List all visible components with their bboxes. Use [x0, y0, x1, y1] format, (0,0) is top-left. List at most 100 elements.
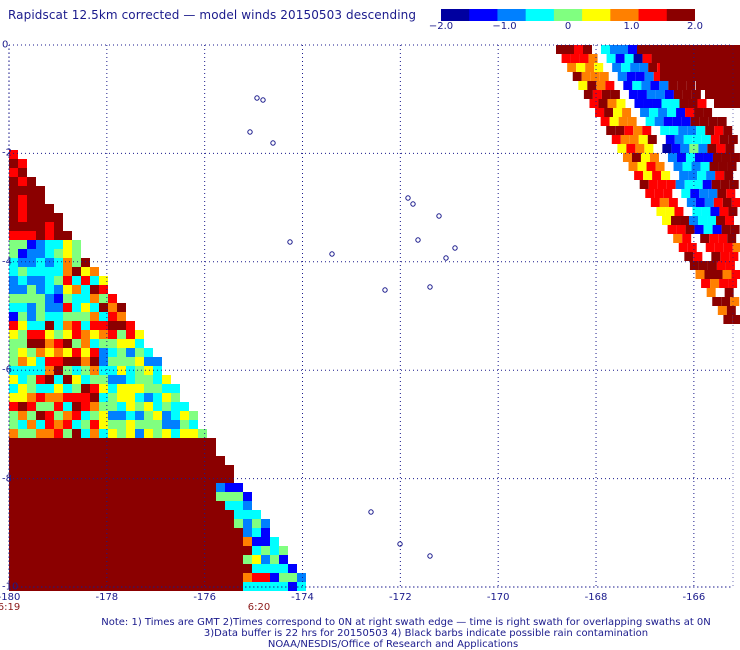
swath-cell — [682, 90, 692, 99]
swath-cell — [583, 90, 593, 99]
swath-cell — [153, 375, 162, 384]
swath-cell — [595, 108, 605, 117]
swath-cell — [599, 72, 609, 81]
swath-cell — [18, 231, 27, 240]
swath-cell — [45, 303, 54, 312]
swath-cell — [730, 297, 740, 306]
swath-cell — [18, 456, 27, 465]
swath-cell — [18, 555, 27, 564]
swath-cell — [671, 216, 681, 225]
swath-cell — [9, 240, 18, 249]
swath-cell — [63, 456, 72, 465]
swath-cell — [216, 546, 225, 555]
swath-cell — [54, 267, 63, 276]
swath-cell — [678, 45, 687, 54]
swath-cell — [732, 45, 740, 54]
swath-cell — [63, 321, 72, 330]
swath-cell — [261, 555, 270, 564]
swath-cell — [72, 582, 81, 591]
swath-cell — [144, 564, 153, 573]
swath-cell — [81, 411, 90, 420]
swath-cell — [135, 384, 144, 393]
swath-cell — [162, 447, 171, 456]
swath-cell — [18, 483, 27, 492]
swath-cell — [162, 582, 171, 591]
swath-cell — [72, 546, 81, 555]
swath-cell — [678, 72, 687, 81]
swath-cell — [728, 207, 738, 216]
swath-cell — [705, 54, 714, 63]
island-outline — [436, 213, 442, 219]
swath-cell — [659, 81, 669, 90]
swath-cell — [198, 537, 207, 546]
swath-cell — [27, 177, 36, 186]
swath-cell — [9, 420, 18, 429]
time-label-left: 6:19 — [0, 602, 21, 613]
swath-cell — [207, 447, 216, 456]
swath-cell — [685, 225, 695, 234]
swath-cell — [725, 144, 735, 153]
note-line-2: 3)Data buffer is 22 hrs for 20150503 4) … — [203, 628, 649, 639]
swath-cell — [153, 357, 162, 366]
swath-cell — [706, 288, 716, 297]
swath-cell — [9, 303, 18, 312]
swath-cell — [576, 63, 586, 72]
swath-cell — [144, 474, 153, 483]
swath-cell — [27, 384, 36, 393]
swath-cell — [81, 537, 90, 546]
swath-cell — [54, 384, 63, 393]
swath-cell — [108, 348, 117, 357]
swath-cell — [108, 465, 117, 474]
swath-cell — [180, 519, 189, 528]
swath-cell — [36, 492, 45, 501]
swath-cell — [9, 159, 18, 168]
swath-cell — [623, 81, 633, 90]
swath-cell — [99, 330, 108, 339]
colorbar-segment — [582, 9, 611, 21]
colorbar-tick-label: −1.0 — [492, 21, 517, 32]
swath-cell — [144, 366, 153, 375]
swath-cell — [626, 72, 636, 81]
swath-cell — [18, 285, 27, 294]
swath-cell — [126, 528, 135, 537]
swath-cell — [198, 429, 207, 438]
swath-cell — [135, 330, 144, 339]
swath-cell — [108, 303, 117, 312]
swath-cell — [719, 279, 729, 288]
swath-cell — [90, 510, 99, 519]
swath-cell — [207, 555, 216, 564]
swath-cell — [54, 321, 63, 330]
swath-cell — [9, 195, 18, 204]
swath-cell — [36, 312, 45, 321]
swath-cell — [126, 429, 135, 438]
swath-cell — [604, 108, 614, 117]
swath-cell — [63, 474, 72, 483]
swath-cell — [207, 546, 216, 555]
swath-cell — [207, 573, 216, 582]
swath-cell — [72, 312, 81, 321]
swath-cell — [225, 519, 234, 528]
swath-cell — [681, 117, 691, 126]
swath-cell — [153, 447, 162, 456]
swath-cell — [598, 99, 608, 108]
swath-cell — [117, 438, 126, 447]
swath-cell — [117, 510, 126, 519]
swath-cell — [90, 294, 99, 303]
swath-cell — [683, 135, 693, 144]
swath-cell — [216, 510, 225, 519]
swath-cell — [126, 564, 135, 573]
swath-cell — [252, 564, 261, 573]
swath-cell — [171, 447, 180, 456]
swath-cell — [628, 162, 638, 171]
swath-cell — [723, 243, 733, 252]
swath-cell — [90, 321, 99, 330]
swath-cell — [669, 54, 678, 63]
swath-cell — [654, 117, 664, 126]
swath-cell — [27, 186, 36, 195]
swath-cell — [180, 429, 189, 438]
swath-cell — [27, 501, 36, 510]
swath-cell — [90, 330, 99, 339]
swath-cell — [719, 135, 729, 144]
swath-cell — [727, 234, 737, 243]
swath-cell — [126, 330, 135, 339]
